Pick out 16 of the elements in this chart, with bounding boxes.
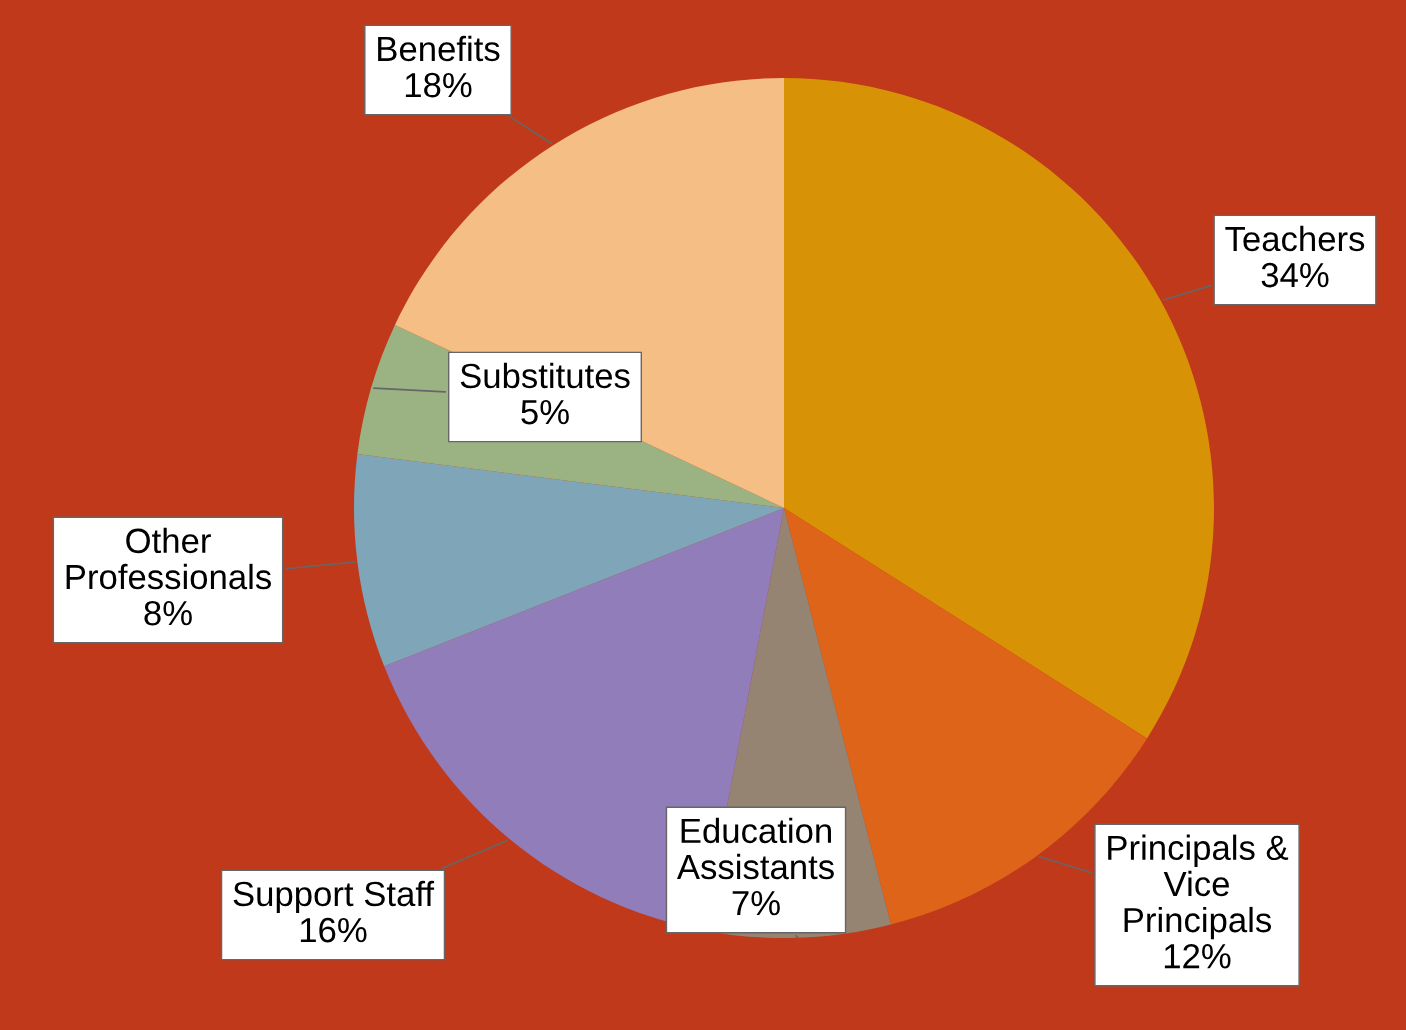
data-label: 5% (521, 399, 569, 425)
pie-slice (354, 454, 784, 667)
slice-label: Other Professionals (66, 527, 271, 590)
slice-label: Support Staff (233, 880, 435, 914)
slice-label: Substitutes (460, 362, 630, 389)
slice-label: Principals & Vice Principals (1108, 834, 1289, 940)
slice-label: Teachers (1225, 225, 1365, 252)
slice-label: Education Assistants (676, 817, 834, 880)
slice-label: Benefits (378, 35, 500, 62)
data-label: 7% (732, 891, 780, 916)
data-label: 18% (405, 72, 472, 98)
data-label: 12% (1164, 943, 1231, 969)
data-label: 16% (300, 917, 367, 943)
data-label: 8% (144, 600, 192, 626)
data-label: 34% (1261, 262, 1329, 288)
pie-slice (784, 78, 1214, 739)
